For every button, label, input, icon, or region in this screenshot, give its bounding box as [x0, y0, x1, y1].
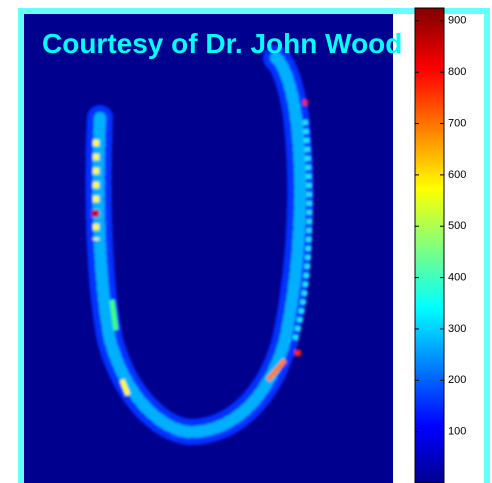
colorbar-tick-label: 800 — [448, 66, 466, 78]
colorbar — [415, 8, 444, 483]
colorbar-tick-label: 900 — [448, 15, 466, 27]
page: {"chart_data": {"type": "heatmap", "anno… — [0, 0, 492, 483]
frame-left — [18, 8, 24, 483]
annotation: Courtesy of Dr. John Wood — [42, 28, 402, 59]
colorbar-tick-label: 400 — [448, 272, 466, 284]
colorbar-tick-label: 300 — [448, 323, 466, 335]
frame-right — [484, 8, 490, 483]
colorbar-tick-label: 200 — [448, 374, 466, 386]
colorbar-tick-label: 600 — [448, 169, 466, 181]
colorbar-tick-label: 700 — [448, 117, 466, 129]
colorbar-tick-label: 100 — [448, 426, 466, 438]
chart: Courtesy of Dr. John Wood 100 200 300 400 50… — [0, 0, 492, 483]
colorbar-tick-label: 500 — [448, 220, 466, 232]
heatmap-background — [24, 14, 393, 483]
